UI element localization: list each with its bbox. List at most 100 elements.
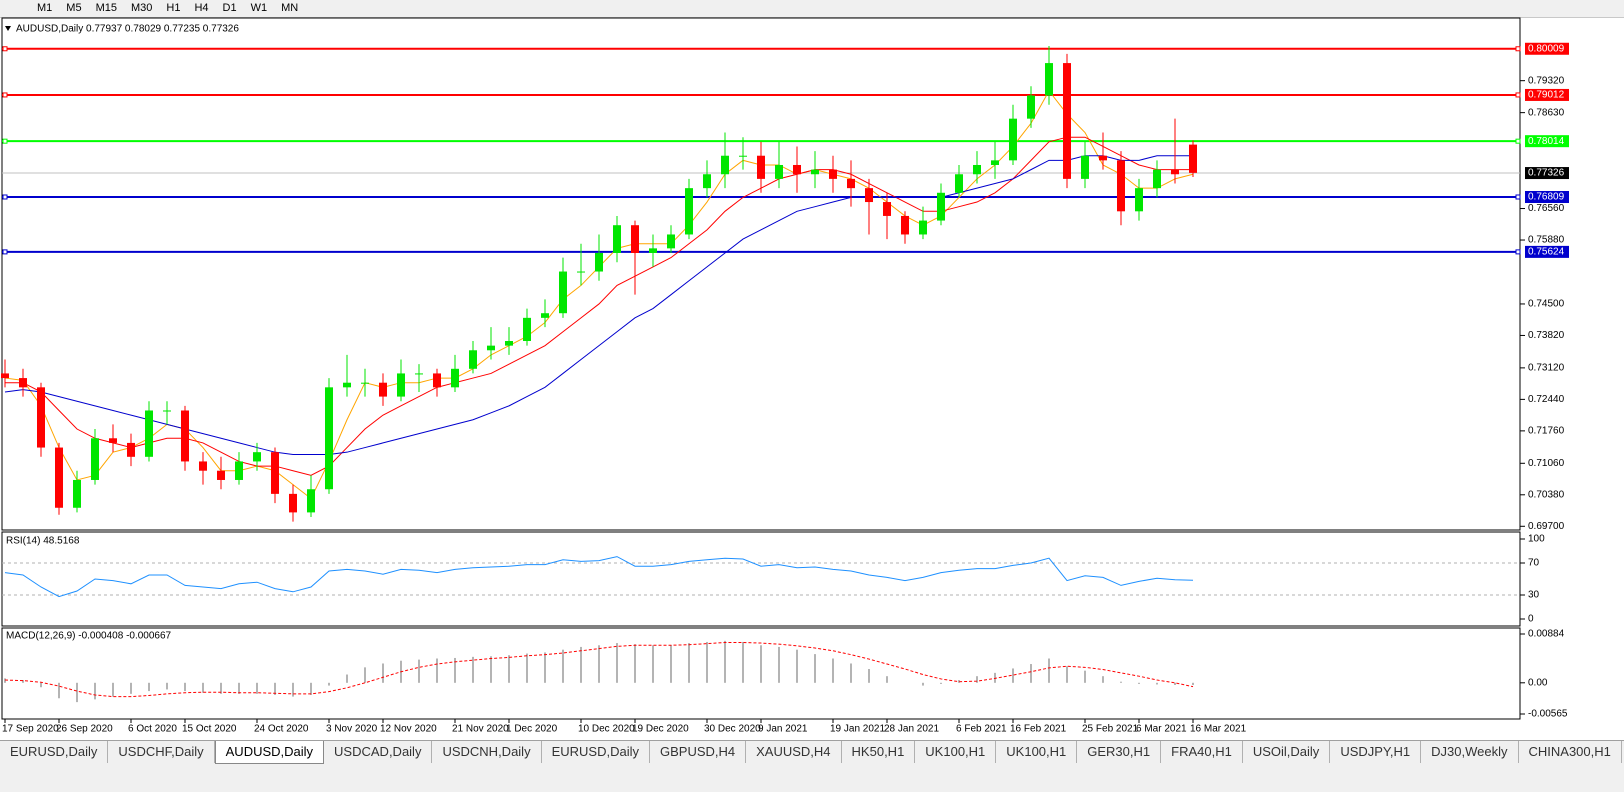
chart-tab[interactable]: HK50,H1 <box>842 741 916 763</box>
chart-tab[interactable]: UK100,H1 <box>996 741 1078 763</box>
timeframe-button[interactable]: M15 <box>95 2 117 14</box>
timeframe-button[interactable]: W1 <box>250 2 268 14</box>
x-tick-label: 25 Feb 2021 <box>1082 724 1139 735</box>
level-handle <box>1515 46 1521 52</box>
candle-body <box>577 271 585 273</box>
chart-tab[interactable]: USDCAD,Daily <box>324 741 433 763</box>
candle-body <box>901 215 909 235</box>
chart-tab[interactable]: GBPUSD,H4 <box>650 741 747 763</box>
chart-tab[interactable]: FRA40,H1 <box>1161 741 1243 763</box>
candle-body <box>127 442 135 457</box>
candle-body <box>487 345 495 351</box>
price-panel <box>1 17 1521 531</box>
chart-tab[interactable]: EURUSD,Daily <box>0 741 109 763</box>
candle-body <box>253 452 261 462</box>
title-arrow <box>5 26 11 31</box>
candle-body <box>109 438 117 443</box>
level-label: 0.75624 <box>1528 247 1565 258</box>
timeframe-button[interactable]: H4 <box>194 2 209 14</box>
candle-body <box>631 225 639 253</box>
chart-window: AUDUSD,Daily 0.77937 0.78029 0.77235 0.7… <box>1 17 1569 735</box>
candle-body <box>523 317 531 342</box>
chart-tab[interactable]: USDJPY,H1 <box>1330 741 1422 763</box>
candle-body <box>559 271 567 314</box>
y-tick-label: 0.00 <box>1528 677 1548 688</box>
candle-body <box>703 174 711 189</box>
timeframe-button[interactable]: M1 <box>37 2 53 14</box>
candle-body <box>451 368 459 388</box>
candle-body <box>199 461 207 471</box>
timeframe-button[interactable]: M30 <box>130 2 153 14</box>
candle-body <box>415 373 423 375</box>
candle-body <box>37 387 45 448</box>
timeframe-button[interactable]: H1 <box>166 2 181 14</box>
x-tick-label: 3 Nov 2020 <box>326 724 378 735</box>
timeframe-button[interactable]: MN <box>281 2 299 14</box>
x-tick-label: 9 Jan 2021 <box>758 724 808 735</box>
y-tick-label: 0.69700 <box>1528 521 1565 532</box>
candle-body <box>1 373 9 379</box>
panel-title: MACD(12,26,9) -0.000408 -0.000667 <box>6 631 172 642</box>
level-handle <box>2 194 8 200</box>
candle-body <box>1027 95 1035 119</box>
candle-body <box>973 164 981 175</box>
level-box <box>1525 245 1569 258</box>
candle-body <box>811 169 819 175</box>
x-tick-label: 12 Nov 2020 <box>380 724 437 735</box>
level-handle <box>1515 138 1521 144</box>
level-handle <box>2 46 8 52</box>
x-tick-label: 16 Feb 2021 <box>1010 724 1067 735</box>
level-handle <box>2 92 8 98</box>
y-tick-label: 0.79320 <box>1528 75 1565 86</box>
candle-body <box>1081 155 1089 179</box>
timeframe-button[interactable]: D1 <box>222 2 237 14</box>
candle-body <box>235 461 243 480</box>
x-tick-label: 30 Dec 2020 <box>704 724 761 735</box>
chart-tab[interactable]: EURUSD,Daily <box>542 741 650 763</box>
candle-body <box>595 252 603 272</box>
chart-tab[interactable]: UK100,H1 <box>915 741 997 763</box>
chart-tab[interactable]: USDCNH,Daily <box>432 741 542 763</box>
y-tick-label: 0.72440 <box>1528 394 1565 405</box>
x-tick-label: 6 Oct 2020 <box>128 724 177 735</box>
candle-body <box>307 489 315 513</box>
candle-body <box>775 164 783 179</box>
candle-body <box>433 373 441 388</box>
chart-tab[interactable]: USOil,Daily <box>1243 741 1331 763</box>
y-tick-label: -0.00565 <box>1528 709 1568 720</box>
chart-tab[interactable]: DJ30,Weekly <box>1421 741 1519 763</box>
candle-body <box>325 387 333 490</box>
x-tick-label: 15 Oct 2020 <box>182 724 237 735</box>
chart-tab[interactable]: AUDUSD,Daily <box>214 741 325 764</box>
chart-tab[interactable]: USDCHF,Daily <box>108 741 215 763</box>
candle-body <box>91 438 99 480</box>
chart-tab[interactable]: GER30,H1 <box>1077 741 1162 763</box>
candle-body <box>271 452 279 494</box>
timeframe-button[interactable]: M5 <box>66 2 82 14</box>
level-label: 0.79012 <box>1528 90 1565 101</box>
x-tick-label: 21 Nov 2020 <box>452 724 509 735</box>
x-tick-label: 10 Dec 2020 <box>578 724 635 735</box>
y-tick-label: 0.74500 <box>1528 299 1565 310</box>
rsi-line <box>4 556 1194 598</box>
x-tick-label: 26 Sep 2020 <box>56 724 113 735</box>
candle-body <box>1153 169 1161 189</box>
candle-body <box>685 188 693 235</box>
level-handle <box>1515 194 1521 200</box>
level-label: 0.78014 <box>1528 136 1565 147</box>
y-tick-label: 0.78630 <box>1528 107 1565 118</box>
moving-average <box>5 136 1193 476</box>
moving-average <box>4 155 1193 455</box>
chart-tab[interactable]: XAUUSD,H4 <box>746 741 842 763</box>
candle-body <box>667 234 675 249</box>
y-tick-label: 30 <box>1528 590 1540 601</box>
x-tick-label: 6 Feb 2021 <box>956 724 1007 735</box>
x-tick-label: 6 Mar 2021 <box>1136 724 1187 735</box>
candle-body <box>883 202 891 216</box>
chart-tab[interactable]: CHINA300,H1 <box>1519 741 1622 763</box>
x-tick-label: 28 Jan 2021 <box>884 724 939 735</box>
x-tick-label: 17 Sep 2020 <box>2 724 59 735</box>
y-tick-label: 100 <box>1528 534 1545 545</box>
candle-body <box>793 164 801 175</box>
